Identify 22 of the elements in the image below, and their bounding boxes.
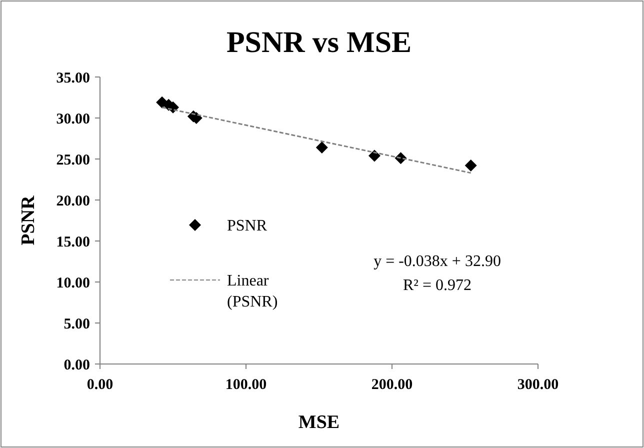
- y-tick-label: 25.00: [56, 152, 90, 168]
- point: [464, 160, 477, 172]
- y-axis-title: PSNR: [18, 195, 39, 246]
- y-tick-label: 20.00: [56, 193, 90, 210]
- x-tick-label: 100.00: [225, 377, 267, 393]
- annotation: y = -0.038x + 32.90: [374, 253, 501, 270]
- y-tick-label: 10.00: [56, 275, 90, 292]
- point: [368, 150, 380, 162]
- annotation: R² = 0.972: [403, 277, 472, 294]
- legend-label: PSNR: [227, 218, 268, 235]
- y-tick-label: 15.00: [56, 234, 90, 250]
- legend-label: Linear (PSNR): [227, 272, 278, 310]
- point: [316, 142, 328, 154]
- y-tick-label: 0.00: [64, 357, 90, 374]
- x-tick-label: 0.00: [86, 377, 114, 393]
- y-tick-label: 30.00: [56, 111, 90, 128]
- y-tick-label: 5.00: [64, 316, 90, 332]
- x-tick-label: 200.00: [371, 377, 413, 393]
- y-tick-label: 35.00: [56, 70, 90, 86]
- x-axis-title: MSE: [298, 412, 340, 433]
- x-tick-label: 300.00: [517, 377, 559, 393]
- chart-title: PSNR vs MSE: [226, 26, 412, 59]
